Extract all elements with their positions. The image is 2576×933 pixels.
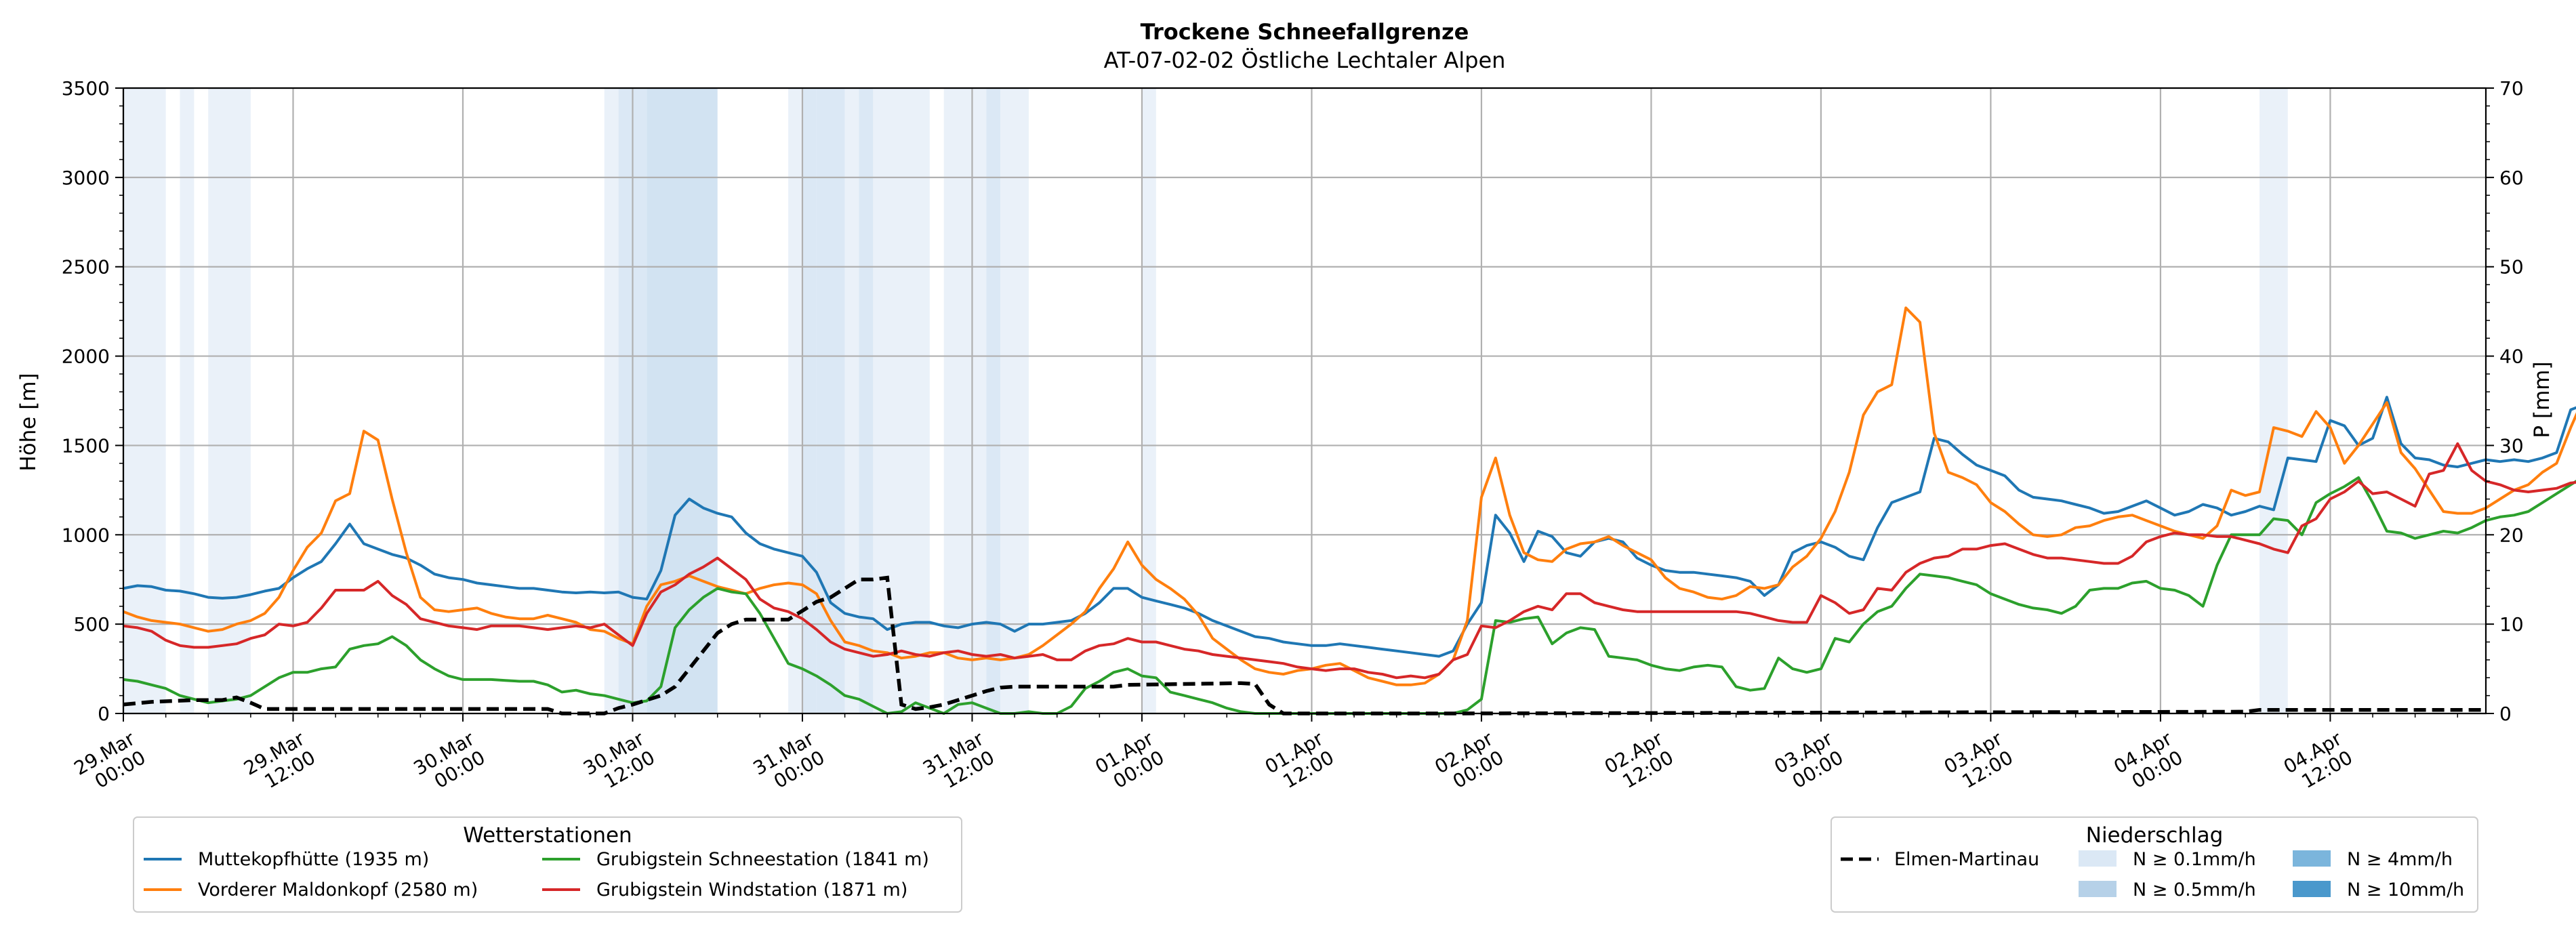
- y-tick-label: 3500: [62, 77, 110, 100]
- precip-band: [123, 88, 166, 713]
- legend-precip-label-1: N ≥ 0.1mm/h: [2133, 849, 2256, 870]
- legend-precip-swatch-3: [2293, 850, 2331, 867]
- y-axis-title: Höhe [m]: [16, 373, 41, 471]
- y2-tick-label: 40: [2499, 346, 2524, 368]
- legend-stations-frame: [133, 816, 962, 913]
- y2-tick-label: 0: [2499, 703, 2512, 725]
- legend-station-label-1: Muttekopfhütte (1935 m): [198, 849, 429, 870]
- legend-station-label-3: Grubigstein Schneestation (1841 m): [596, 849, 929, 870]
- legend-stations-title: Wetterstationen: [463, 823, 632, 848]
- legend-precipitation: Niederschlag Elmen-Martinau N ≥ 0.1mm/h N …: [1831, 816, 2478, 913]
- y2-tick-label: 50: [2499, 256, 2524, 278]
- precip-band: [647, 88, 718, 713]
- y-tick-label: 1000: [62, 524, 110, 546]
- series-line-1: [123, 396, 2576, 658]
- legend-precip-swatch-4: [2293, 881, 2331, 897]
- legend-precip-label-4: N ≥ 10mm/h: [2347, 879, 2464, 900]
- precip-band: [873, 88, 930, 713]
- precip-band: [859, 88, 874, 713]
- legend-precip-title: Niederschlag: [2086, 823, 2224, 848]
- y-tick-label: 2000: [62, 346, 110, 368]
- y-tick-label: 0: [98, 703, 110, 725]
- y-tick-label: 3000: [62, 167, 110, 189]
- legend-precip-swatch-1: [2079, 850, 2117, 867]
- y2-tick-label: 20: [2499, 524, 2524, 546]
- precip-band: [986, 88, 1001, 713]
- y2-tick-label: 30: [2499, 434, 2524, 457]
- precip-band: [1141, 88, 1156, 713]
- y2-axis-title: P [mm]: [2530, 361, 2554, 438]
- series-line-3: [123, 476, 2576, 715]
- y-tick-label: 1500: [62, 434, 110, 457]
- precip-line-elmen-martinau: [123, 575, 2486, 716]
- precip-band: [1000, 88, 1029, 713]
- precip-band: [788, 88, 802, 713]
- y2-tick-label: 70: [2499, 77, 2524, 100]
- precip-band: [802, 88, 817, 713]
- grid-lines: [122, 87, 2486, 715]
- precip-band: [604, 88, 619, 713]
- legend-precip-swatch-2: [2079, 881, 2117, 897]
- series-line-2: [123, 306, 2576, 686]
- precipitation-bands: [123, 88, 2288, 713]
- legend-precip-label-3: N ≥ 4mm/h: [2347, 849, 2453, 870]
- precip-band: [844, 88, 859, 713]
- y2-tick-label: 10: [2499, 613, 2524, 636]
- chart-subtitle: AT-07-02-02 Östliche Lechtaler Alpen: [1104, 47, 1506, 73]
- precip-band: [180, 88, 195, 713]
- precip-band: [943, 88, 987, 713]
- precip-band: [2260, 88, 2288, 713]
- axes: 0 500 1000 1500 2000 2500 3000 3500 0 10 20 30 40 50 6…: [62, 77, 2524, 793]
- legend-precip-line-label: Elmen-Martinau: [1894, 849, 2039, 870]
- chart-title: Trockene Schneefallgrenze: [1141, 19, 1469, 45]
- y2-tick-label: 60: [2499, 167, 2524, 189]
- series-lines: [123, 306, 2576, 716]
- precip-band: [208, 88, 251, 713]
- legend-station-label-4: Grubigstein Windstation (1871 m): [596, 879, 907, 900]
- legend-precip-label-2: N ≥ 0.5mm/h: [2133, 879, 2256, 900]
- plot-frame: [122, 87, 2487, 715]
- y-tick-label: 500: [74, 613, 110, 636]
- legend-stations: Wetterstationen Muttekopfhütte (1935 m) V…: [133, 816, 962, 913]
- series-line-4: [123, 442, 2576, 680]
- y-tick-label: 2500: [62, 256, 110, 278]
- legend-station-label-2: Vorderer Maldonkopf (2580 m): [198, 879, 478, 900]
